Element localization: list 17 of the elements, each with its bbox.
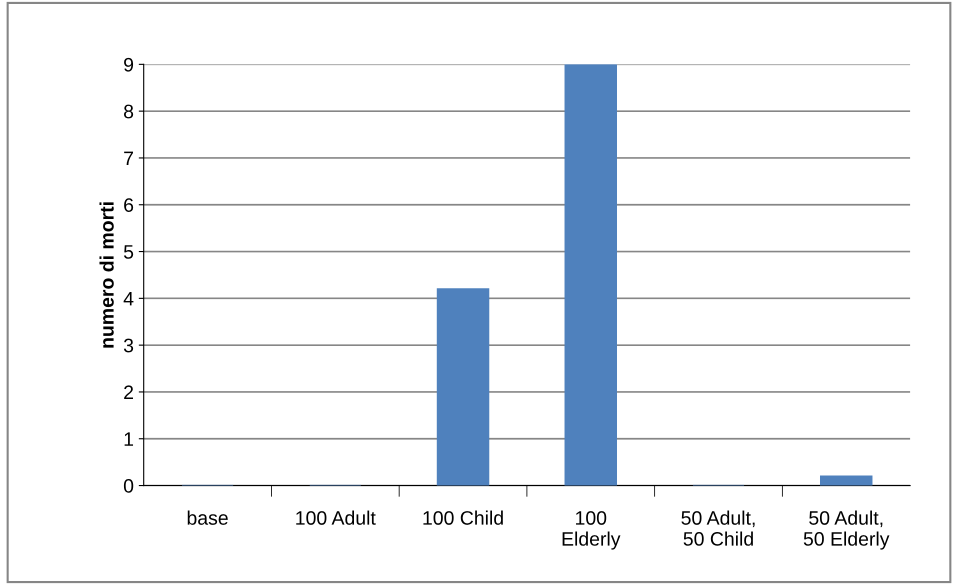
x-tick-label: 50 Adult, 50 Elderly <box>804 510 890 550</box>
y-tick-label: 2 <box>124 385 134 399</box>
y-tick-label: 8 <box>124 104 134 118</box>
y-tick-label: 6 <box>124 198 134 212</box>
y-axis-title: numero di morti <box>99 202 114 348</box>
x-tick-label: base <box>188 510 228 525</box>
y-tick-label: 1 <box>124 432 134 446</box>
x-tick-label: 50 Adult, 50 Child <box>681 510 755 546</box>
x-tick-label: 100 Elderly <box>562 511 620 550</box>
y-tick-label: 3 <box>124 338 134 352</box>
x-tick-label: 100 Adult <box>296 510 376 525</box>
y-tick-label: 4 <box>124 292 134 306</box>
y-tick-label: 0 <box>124 479 134 493</box>
y-tick-label: 9 <box>124 58 134 72</box>
x-tick-label: 100 Child <box>423 510 503 525</box>
y-tick-label: 7 <box>124 152 134 165</box>
y-tick-label: 5 <box>124 245 134 259</box>
